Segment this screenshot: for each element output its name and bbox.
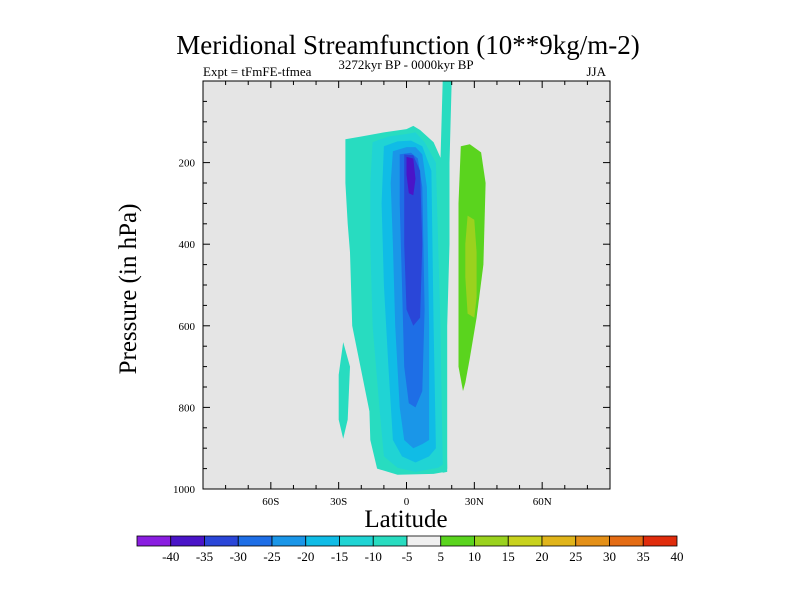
colorbar-label: 35 (637, 549, 650, 564)
colorbar-swatch (541, 535, 577, 547)
colorbar-swatch (271, 535, 307, 547)
colorbar-label: -15 (331, 549, 348, 564)
colorbar-label: 5 (438, 549, 445, 564)
x-axis-label: Latitude (364, 506, 447, 533)
chart-subtitle-center: 3272kyr BP - 0000kyr BP (338, 57, 473, 72)
colorbar-label: -5 (402, 549, 413, 564)
y-axis: 200 400 600 800 1000 (173, 100, 610, 496)
chart-title: Meridional Streamfunction (10**9kg/m-2) (176, 30, 639, 60)
x-tick-label: 30N (465, 496, 484, 508)
colorbar-label: 10 (468, 549, 481, 564)
colorbar-label: -35 (196, 549, 213, 564)
colorbar-label: -30 (230, 549, 247, 564)
x-tick-label: 60N (533, 496, 552, 508)
x-tick-label: 0 (404, 496, 410, 508)
y-tick-label: 600 (179, 321, 196, 333)
y-tick-label: 200 (179, 158, 196, 170)
colorbar-swatch (305, 535, 340, 547)
colorbar: -40 -35 -30 -25 -20 -15 -10 -5 5 10 15 20 25 30 35 40 (136, 535, 684, 564)
colorbar-label: 15 (502, 549, 515, 564)
colorbar-label: -20 (297, 549, 314, 564)
colorbar-swatch (609, 535, 644, 547)
colorbar-label: 30 (603, 549, 616, 564)
colorbar-label: -25 (263, 549, 280, 564)
y-tick-label: 400 (179, 239, 196, 251)
colorbar-label: 20 (536, 549, 549, 564)
contour-regions (338, 81, 486, 475)
y-axis-label: Pressure (in hPa) (115, 204, 142, 375)
colorbar-swatch (204, 535, 239, 547)
colorbar-swatch (406, 535, 442, 547)
contour-region-1 (338, 342, 350, 439)
chart-subtitle-right: JJA (586, 64, 606, 79)
contour-region-7 (404, 154, 423, 326)
colorbar-label: -40 (162, 549, 179, 564)
chart-subtitle-left: Expt = tFmFE-tfmea (203, 64, 312, 79)
colorbar-swatch (575, 535, 610, 547)
x-axis: 60S 30S 0 30N 60N (202, 81, 611, 508)
contour-region-2 (440, 81, 452, 473)
colorbar-swatch (474, 535, 509, 547)
colorbar-swatch (440, 535, 475, 547)
y-tick-label: 1000 (173, 484, 196, 496)
colorbar-label: 40 (671, 549, 684, 564)
colorbar-label: -10 (365, 549, 382, 564)
colorbar-swatch (339, 535, 374, 547)
contour-region-8 (406, 156, 416, 196)
x-tick-label: 30S (330, 496, 347, 508)
colorbar-label: 25 (569, 549, 582, 564)
colorbar-swatch (136, 535, 172, 547)
contour-region-10 (465, 215, 477, 318)
colorbar-swatch (642, 535, 678, 547)
colorbar-swatch (507, 535, 543, 547)
colorbar-swatch (372, 535, 408, 547)
colorbar-swatch (170, 535, 205, 547)
colorbar-swatch (237, 535, 273, 547)
x-tick-label: 60S (262, 496, 279, 508)
y-tick-label: 800 (179, 402, 196, 414)
